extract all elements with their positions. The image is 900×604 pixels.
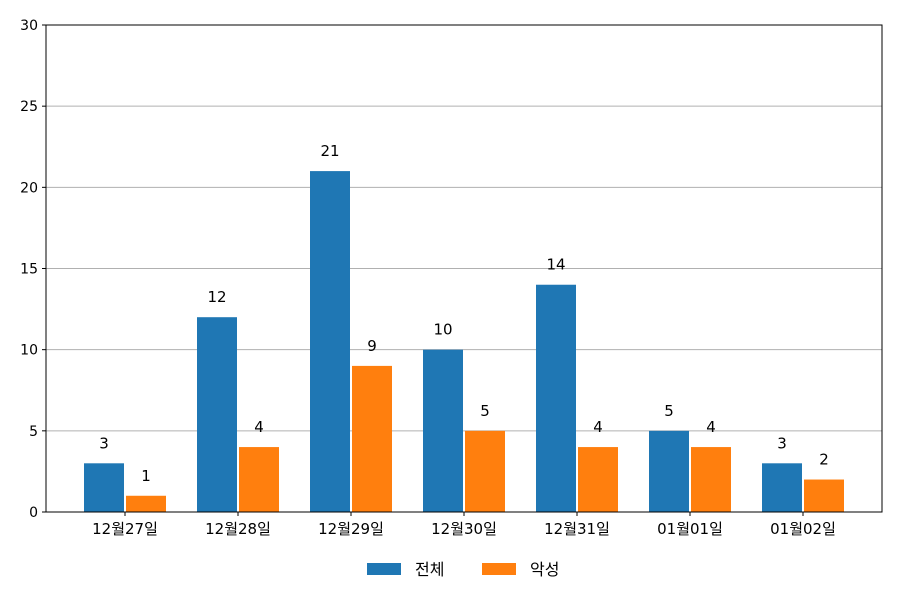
x-tick-label: 12월29일 <box>318 520 384 538</box>
bar-malicious <box>465 430 505 512</box>
y-tick-label: 25 <box>20 99 38 115</box>
data-label: 10 <box>433 321 452 339</box>
data-label: 4 <box>706 418 716 436</box>
gridlines <box>46 105 882 432</box>
bar-malicious <box>352 365 392 512</box>
y-tick-label: 10 <box>20 343 38 359</box>
data-label: 9 <box>367 337 377 355</box>
data-label: 14 <box>546 256 565 274</box>
data-label: 5 <box>664 402 674 420</box>
data-labels: 3 1 12 4 21 9 10 5 14 4 5 4 3 2 <box>99 142 829 485</box>
x-tick-label: 12월31일 <box>544 520 610 538</box>
bar-total <box>649 430 689 512</box>
x-tick-label: 12월28일 <box>205 520 271 538</box>
x-tick-label: 01월01일 <box>657 520 723 538</box>
data-label: 4 <box>593 418 603 436</box>
legend-swatch-malicious <box>482 563 516 575</box>
y-tick-label: 15 <box>20 262 38 278</box>
y-tick-label: 5 <box>29 424 38 440</box>
bar-total <box>197 317 237 512</box>
data-label: 4 <box>254 418 264 436</box>
y-tick-label: 0 <box>29 505 38 521</box>
legend: 전체 악성 <box>367 560 559 579</box>
data-label: 12 <box>207 288 226 306</box>
data-label: 21 <box>320 142 339 160</box>
legend-label-total: 전체 <box>415 560 444 579</box>
data-label: 3 <box>777 434 787 452</box>
bar-malicious <box>239 447 279 512</box>
data-label: 2 <box>819 451 829 469</box>
x-tick-label: 12월30일 <box>431 520 497 538</box>
bar-malicious <box>804 479 844 512</box>
bar-total <box>536 284 576 512</box>
bars <box>84 171 844 512</box>
bar-malicious <box>126 495 166 512</box>
data-label: 5 <box>480 402 490 420</box>
data-label: 3 <box>99 434 109 452</box>
bar-malicious <box>578 447 618 512</box>
y-tick-label: 20 <box>20 180 38 196</box>
x-tick-label: 01월02일 <box>770 520 836 538</box>
bar-total <box>84 463 124 512</box>
bar-total <box>423 349 463 512</box>
x-tick-label: 12월27일 <box>92 520 158 538</box>
legend-swatch-total <box>367 563 401 575</box>
bar-total <box>762 463 802 512</box>
plot-frame <box>45 24 883 513</box>
legend-label-malicious: 악성 <box>530 560 559 579</box>
bar-malicious <box>691 447 731 512</box>
data-label: 1 <box>141 467 151 485</box>
bar-total <box>310 171 350 512</box>
y-tick-label: 30 <box>20 18 38 34</box>
